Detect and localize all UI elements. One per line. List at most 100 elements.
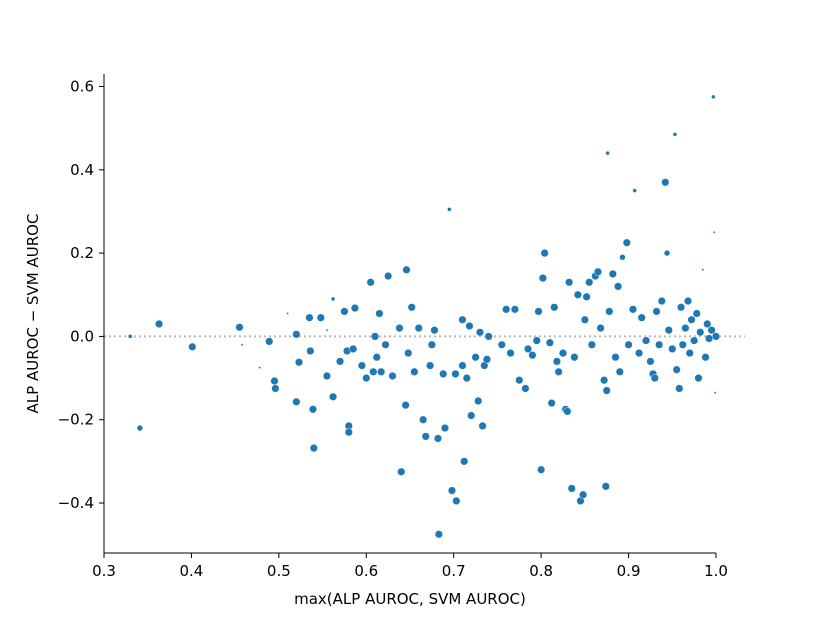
scatter-point: [642, 336, 651, 345]
scatter-point: [410, 367, 419, 376]
scatter-point: [563, 407, 572, 416]
scatter-point: [369, 367, 378, 376]
scatter-point: [447, 207, 452, 212]
scatter-point: [388, 371, 397, 380]
scatter-point: [655, 340, 664, 349]
scatter-point: [366, 278, 375, 287]
scatter-point: [377, 367, 386, 376]
scatter-point: [663, 250, 671, 257]
scatter-point: [672, 365, 681, 374]
scatter-point: [593, 267, 602, 276]
scatter-point: [308, 405, 317, 414]
scatter-point: [635, 349, 644, 358]
axes: [103, 74, 716, 554]
scatter-point: [407, 303, 416, 312]
scatter-point: [565, 278, 574, 287]
scatter-point: [614, 282, 623, 291]
scatter-point: [707, 326, 716, 335]
scatter-point: [497, 340, 506, 349]
scatter-point: [506, 349, 515, 358]
y-tick-label: 0.0: [70, 327, 94, 345]
scatter-point: [371, 332, 380, 341]
scatter-point: [306, 346, 315, 355]
scatter-point: [694, 374, 703, 383]
scatter-point: [357, 361, 366, 370]
scatter-point: [414, 324, 423, 333]
x-axis-label: max(ALP AUROC, SVM AUROC): [294, 590, 526, 608]
scatter-point: [340, 307, 349, 316]
scatter-point: [532, 336, 541, 345]
scatter-point: [433, 434, 442, 443]
y-tick-label: −0.4: [58, 494, 94, 512]
x-tick-label: 0.8: [529, 562, 553, 580]
scatter-point: [554, 367, 563, 376]
scatter-point: [384, 272, 393, 281]
scatter-point: [521, 384, 530, 393]
scatter-point: [309, 444, 318, 453]
scatter-point: [657, 297, 666, 306]
scatter-point: [585, 278, 594, 287]
scatter-point: [611, 353, 620, 362]
scatter-point: [397, 467, 406, 476]
scatter-point: [550, 303, 559, 312]
scatter-point: [458, 315, 467, 324]
scatter-point: [395, 324, 404, 333]
scatter-point: [632, 188, 637, 193]
scatter-point: [646, 357, 655, 366]
scatter-point: [419, 415, 428, 424]
scatter-point: [452, 496, 461, 505]
scatter-point: [637, 313, 646, 322]
scatter-point: [401, 401, 410, 410]
scatter-point: [537, 465, 546, 474]
scatter-point: [475, 328, 484, 337]
y-tick-label: 0.2: [70, 244, 94, 262]
scatter-point: [601, 482, 610, 491]
scatter-point: [292, 330, 301, 339]
scatter-point: [608, 269, 617, 278]
scatter-point: [605, 307, 614, 316]
scatter-point: [316, 313, 325, 322]
scatter-point: [482, 355, 491, 364]
scatter-point: [451, 369, 460, 378]
scatter-point: [502, 305, 511, 314]
scatter-point: [344, 428, 353, 437]
scatter-point: [460, 457, 469, 466]
scatter-point: [579, 490, 588, 499]
scatter-point: [567, 484, 576, 493]
scatter-point: [580, 315, 589, 324]
scatter-point: [559, 349, 568, 358]
scatter-point: [322, 371, 331, 380]
scatter-point: [547, 399, 556, 408]
scatter-point: [440, 424, 449, 433]
scatter-point: [615, 367, 624, 376]
scatter-point: [136, 424, 143, 432]
y-axis-ticks: −0.4 −0.2 0.0 0.2 0.4 0.6: [58, 77, 104, 512]
scatter-point: [372, 353, 381, 362]
scatter-point: [701, 353, 710, 362]
scatter-point: [677, 303, 686, 312]
scatter-point: [294, 358, 303, 367]
scatter-point: [155, 319, 164, 328]
scatter-point: [336, 357, 345, 366]
scatter-point: [478, 421, 487, 430]
scatter-point: [650, 374, 659, 383]
scatter-point: [462, 374, 471, 383]
scatter-point: [270, 376, 279, 385]
scatter-point: [375, 309, 384, 318]
x-tick-label: 0.5: [267, 562, 291, 580]
scatter-point: [664, 326, 673, 335]
scatter-point: [325, 328, 329, 332]
x-tick-label: 0.6: [354, 562, 378, 580]
scatter-point: [128, 334, 133, 339]
scatter-point: [305, 313, 314, 322]
scatter-point: [286, 312, 289, 315]
scatter-point: [628, 305, 637, 314]
scatter-point: [713, 391, 717, 394]
scatter-point: [540, 249, 549, 258]
scatter-point: [447, 486, 456, 495]
scatter-point: [381, 340, 390, 349]
scatter-point: [672, 132, 678, 137]
scatter-point: [712, 332, 721, 341]
x-tick-label: 0.3: [92, 562, 116, 580]
